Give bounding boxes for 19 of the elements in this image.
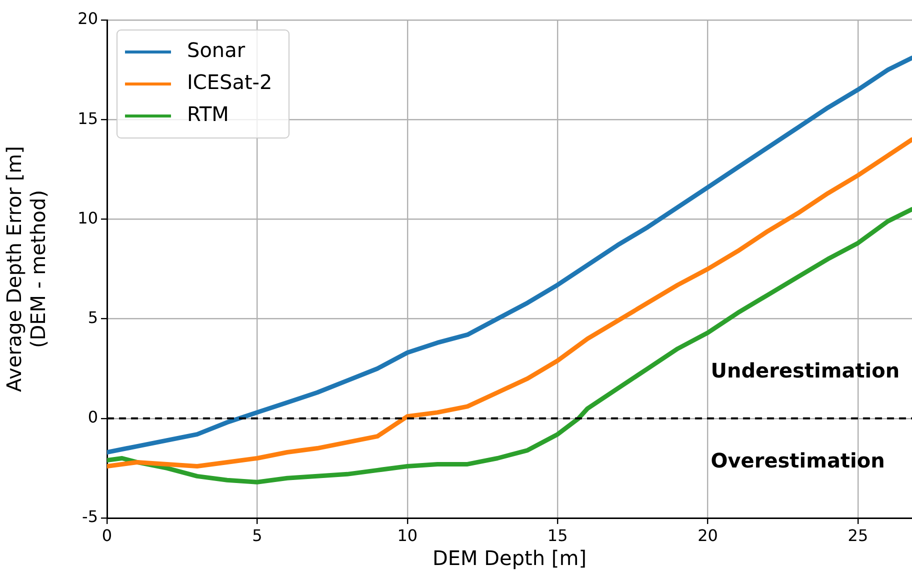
annotation: Underestimation [710,358,900,383]
legend-label: Sonar [187,38,246,62]
legend-label: ICESat-2 [187,70,272,94]
x-tick-label: 10 [397,526,418,545]
y-tick-label: -5 [82,507,98,526]
y-tick-label: 15 [78,108,98,128]
legend-label: RTM [187,102,229,126]
y-tick-label: 20 [78,9,98,28]
y-axis-title: Average Depth Error [m] (DEM - method) [2,146,50,392]
annotation: Overestimation [710,448,885,473]
x-tick-label: 15 [547,526,568,545]
x-tick-label: 25 [848,526,868,545]
x-tick-label: 5 [252,526,262,545]
x-axis-title: DEM Depth [m] [432,546,587,570]
x-tick-label: 0 [102,526,112,545]
x-tick-label: 20 [698,526,718,545]
y-tick-label: 0 [88,408,98,427]
y-tick-label: 5 [88,308,98,327]
y-tick-label: 10 [78,208,98,228]
